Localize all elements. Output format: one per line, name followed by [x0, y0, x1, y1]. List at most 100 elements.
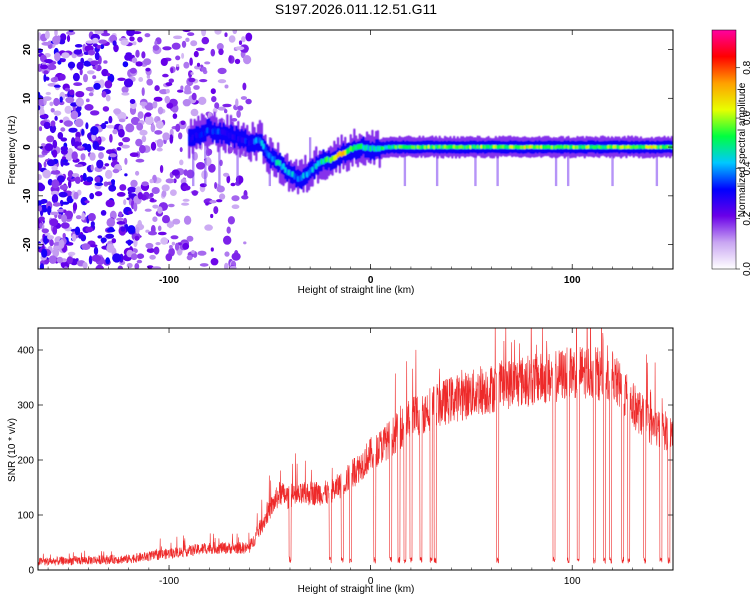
- spectrogram-ridge-cell: [286, 169, 289, 175]
- spectrogram-noise-blob: [171, 169, 180, 176]
- spectrogram-ridge-cell: [552, 145, 556, 150]
- spectrogram-noise-blob: [178, 132, 183, 140]
- spectrogram-noise-blob: [139, 101, 148, 107]
- spectrogram-ridge-cell: [400, 144, 403, 149]
- spectrogram-noise-blob: [183, 215, 192, 225]
- spectrogram-noise-blob: [193, 85, 200, 90]
- spectrogram-noise-blob: [43, 121, 51, 130]
- spectrogram-ridge-cell: [411, 145, 414, 150]
- spectrogram-noise-blob: [49, 218, 59, 227]
- spectrogram-ridge-cell: [549, 145, 552, 150]
- spectrogram-ridge-cell: [449, 144, 452, 149]
- spectrogram-noise-blob: [214, 30, 222, 35]
- spectrogram-noise-blob: [122, 137, 131, 143]
- spectrogram-ridge-cell: [257, 136, 260, 143]
- spectrogram-noise-blob: [169, 134, 174, 144]
- spectrogram-ridge-cell: [436, 145, 439, 150]
- spectrogram-noise-blob: [43, 73, 47, 83]
- spectrogram-noise-blob: [95, 264, 104, 269]
- spectrogram-noise-blob: [60, 146, 68, 152]
- spectrogram-noise-blob: [52, 139, 58, 149]
- snr-series-line: [38, 328, 673, 566]
- spectrogram-noise-blob: [41, 228, 49, 234]
- spectrogram-noise-blob: [224, 262, 229, 269]
- spectrogram-noise-blob: [191, 190, 198, 196]
- spectrogram-noise-blob: [216, 199, 223, 203]
- spectrogram-noise-blob: [52, 149, 58, 158]
- spectrogram-noise-blob: [182, 242, 190, 250]
- spectrogram-ridge-cell: [601, 145, 604, 150]
- spectrogram-noise-blob: [245, 98, 252, 105]
- spectrogram-noise-blob: [219, 193, 226, 200]
- spectrogram-noise-blob: [90, 164, 94, 171]
- spectrogram-ridge-cell: [585, 145, 588, 150]
- spectrogram-noise-blob: [68, 30, 74, 33]
- y-tick-label: 0: [22, 144, 33, 150]
- spectrogram-ridge-cell: [418, 145, 421, 150]
- spectrogram-noise-blob: [87, 213, 96, 222]
- spectrogram-noise-blob: [117, 77, 126, 82]
- spectrogram-noise-blob: [242, 82, 247, 91]
- y-tick-label: 20: [22, 44, 33, 56]
- spectrogram-noise-blob: [157, 231, 167, 236]
- spectrogram-ridge-cell: [614, 144, 617, 149]
- spectrogram-noise-blob: [61, 201, 70, 205]
- spectrogram-ridge-cell: [394, 145, 398, 150]
- spectrogram-noise-blob: [231, 204, 240, 209]
- spectrogram-noise-blob: [104, 80, 113, 89]
- spectrogram-noise-blob: [81, 243, 91, 251]
- spectrogram-noise-blob: [224, 251, 230, 257]
- spectrogram-noise-blob: [131, 253, 138, 261]
- x-tick-label: -100: [159, 576, 179, 587]
- spectrogram-noise-blob: [136, 122, 144, 131]
- spectrogram-ridge-cell: [387, 145, 390, 150]
- spectrogram-noise-blob: [240, 96, 247, 100]
- spectrogram-noise-blob: [57, 175, 65, 183]
- spectrogram-noise-blob: [214, 182, 218, 189]
- spectrogram-ridge-cell: [295, 174, 298, 180]
- spectrogram-noise-blob: [181, 40, 187, 48]
- spectrogram-noise-blob: [50, 108, 55, 113]
- spectrogram-ridge-cell: [569, 145, 572, 150]
- spectrogram-noise-blob: [85, 98, 90, 103]
- spectrogram-noise-blob: [106, 228, 116, 233]
- spectrogram-noise-blob: [101, 68, 109, 77]
- x-tick-label: 0: [368, 275, 374, 286]
- spectrogram-noise-blob: [38, 126, 43, 132]
- spectrogram-noise-blob: [181, 202, 190, 206]
- spectrogram-noise-blob: [90, 221, 95, 227]
- spectrogram-noise-blob: [193, 50, 199, 58]
- spectrogram-ridge-cell: [404, 145, 407, 150]
- spectrogram-noise-blob: [60, 58, 66, 63]
- spectrogram-noise-blob: [112, 168, 120, 174]
- spectrogram-streak: [474, 137, 477, 187]
- spectrogram-noise-blob: [152, 101, 158, 109]
- spectrogram-ridge-cell: [609, 144, 612, 149]
- spectrogram-noise-blob: [228, 55, 232, 63]
- spectrogram-noise-blob: [106, 243, 115, 253]
- spectrogram-noise-blob: [75, 258, 79, 262]
- spectrogram-noise-blob: [135, 138, 143, 147]
- spectrogram-noise-blob: [145, 112, 152, 117]
- spectrogram-noise-blob: [63, 120, 73, 127]
- spectrogram-ridge-cell: [195, 132, 198, 139]
- spectrogram-noise-blob: [63, 162, 70, 166]
- spectrogram-noise-blob: [182, 198, 190, 202]
- spectrogram-noise-blob: [213, 206, 219, 215]
- spectrogram-noise-blob: [74, 226, 81, 236]
- spectrogram-ridge-cell: [375, 146, 378, 152]
- colorbar-bar: [711, 29, 737, 270]
- spectrogram-noise-blob: [130, 179, 138, 188]
- spectrogram-noise-blob: [41, 41, 51, 46]
- spectrogram-noise-blob: [97, 235, 103, 239]
- spectrogram-noise-blob: [145, 242, 154, 249]
- spectrogram-ridge-cell: [482, 144, 485, 149]
- spectrogram-noise-blob: [74, 163, 83, 168]
- spectrogram-ridge-cell: [525, 144, 528, 149]
- spectrogram-ridge-cell: [278, 160, 282, 167]
- spectrogram-noise-blob: [79, 68, 83, 76]
- spectrogram-noise-blob: [53, 76, 58, 81]
- spectrogram-ridge-cell: [489, 145, 492, 150]
- spectrogram-ridge-cell: [478, 145, 481, 150]
